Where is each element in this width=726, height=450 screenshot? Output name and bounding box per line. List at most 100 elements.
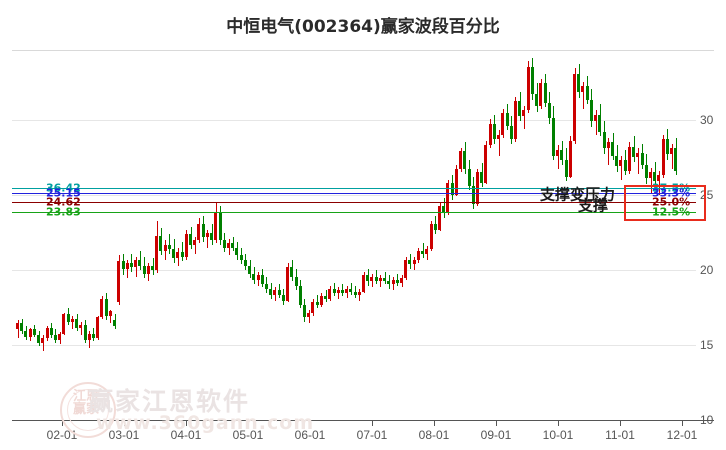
candle-body: [615, 155, 619, 167]
candle-body: [336, 290, 340, 294]
candle-body: [484, 145, 488, 183]
candle-wick: [671, 143, 673, 170]
candle-wick: [557, 145, 559, 170]
candle-body: [239, 255, 243, 260]
candle-body: [37, 335, 41, 343]
y-axis-label: 30: [700, 113, 714, 127]
candle-body: [91, 333, 95, 339]
candle-body: [421, 250, 425, 254]
candle-wick: [325, 290, 327, 303]
candle-body: [454, 169, 458, 195]
candle-wick: [498, 130, 500, 156]
candle-body: [248, 265, 252, 274]
plot-bottom-border: [12, 420, 714, 421]
candle-body: [467, 169, 471, 186]
gridline: [12, 195, 696, 196]
candle-body: [400, 278, 404, 283]
y-axis-label: 25: [700, 188, 714, 202]
candle-body: [277, 290, 281, 295]
candle-body: [366, 275, 370, 282]
candle-body: [623, 160, 627, 171]
candle-body: [235, 247, 239, 256]
candle-body: [70, 318, 74, 322]
candle-body: [302, 305, 306, 318]
candle-body: [290, 267, 294, 277]
x-axis-label: 06-01: [294, 428, 326, 442]
candle-body: [644, 164, 648, 179]
candle-body: [260, 275, 264, 285]
candle-body: [661, 139, 665, 176]
chart-annotation: 支撑: [578, 196, 609, 215]
candle-body: [159, 235, 163, 251]
candle-body: [108, 311, 112, 316]
candle-body: [281, 294, 285, 301]
candle-wick: [350, 282, 352, 295]
candle-body: [657, 175, 661, 182]
candle-body: [636, 152, 640, 158]
seal-line-2: 赢家: [72, 402, 99, 417]
candle-body: [286, 267, 290, 301]
candle-body: [530, 66, 534, 94]
x-axis-label: 11-01: [605, 428, 635, 442]
candle-body: [649, 172, 652, 179]
level-percent-label: 37.5%: [652, 181, 691, 195]
candle-body: [581, 86, 585, 93]
candle-wick: [110, 309, 112, 324]
candle-body: [632, 146, 636, 158]
candle-body: [556, 149, 560, 156]
candle-body: [197, 223, 201, 241]
candle-body: [113, 320, 117, 327]
candle-body: [269, 288, 273, 295]
chart-annotation: 支撑变压力: [540, 185, 616, 204]
candle-body: [442, 205, 446, 214]
candle-body: [611, 142, 615, 156]
candle-body: [374, 276, 378, 282]
candle-body: [96, 317, 100, 339]
candle-body: [370, 276, 374, 282]
candle-body: [391, 279, 395, 285]
candle-body: [577, 74, 581, 93]
x-axis-label: 04-01: [170, 428, 202, 442]
candle-body: [129, 262, 133, 268]
seal-line-1: 江恩: [72, 389, 99, 404]
candle-body: [573, 74, 577, 141]
candle-wick: [317, 294, 319, 309]
candle-wick: [397, 273, 399, 286]
candle-body: [79, 324, 83, 328]
candle-body: [311, 302, 315, 313]
candle-body: [294, 276, 298, 286]
candle-body: [218, 211, 222, 241]
candle-body: [362, 275, 366, 292]
candle-body: [535, 93, 539, 106]
candle-body: [513, 101, 517, 140]
candle-body: [560, 149, 564, 161]
candle-body: [307, 312, 311, 318]
candle-wick: [131, 253, 133, 272]
candle-body: [429, 223, 433, 250]
candle-body: [619, 160, 623, 167]
candle-body: [252, 273, 256, 280]
x-axis-tick: [62, 420, 63, 426]
highlight-box: [624, 185, 706, 221]
candle-body: [594, 114, 598, 121]
candle-body: [665, 139, 669, 155]
candle-body: [210, 232, 214, 241]
candle-body: [189, 234, 193, 245]
candle-body: [446, 182, 450, 214]
candle-wick: [523, 105, 525, 129]
gridline: [12, 270, 696, 271]
candle-body: [408, 259, 412, 265]
candle-body: [87, 333, 91, 340]
candle-body: [551, 117, 555, 156]
candle-body: [315, 302, 319, 306]
candle-body: [332, 288, 336, 294]
candle-wick: [608, 137, 610, 165]
candle-wick: [80, 321, 82, 336]
candle-wick: [658, 170, 660, 195]
candle-wick: [620, 155, 622, 180]
candle-body: [501, 113, 505, 135]
candle-body: [167, 244, 171, 250]
candle-body: [505, 113, 509, 126]
candle-body: [598, 114, 602, 132]
level-value-label: 36.42: [46, 181, 81, 195]
